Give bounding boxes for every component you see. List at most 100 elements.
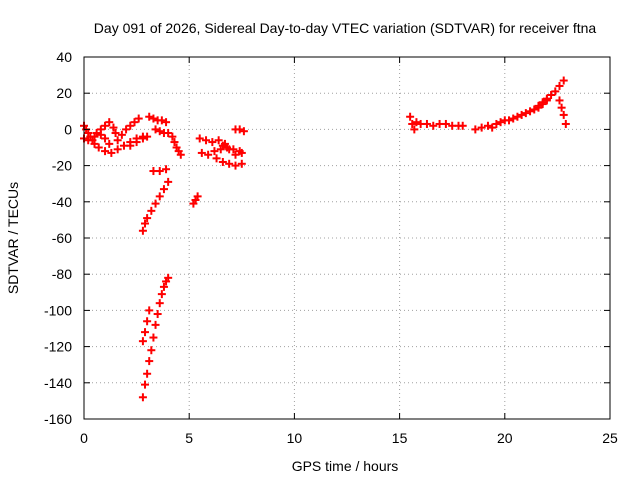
data-point: [122, 125, 131, 134]
data-point: [225, 159, 234, 168]
data-point: [157, 290, 166, 299]
data-point: [547, 91, 556, 100]
data-point: [105, 118, 114, 127]
data-point: [101, 134, 110, 143]
data-point: [559, 76, 568, 85]
data-point: [84, 136, 93, 145]
data-point: [406, 112, 415, 121]
data-point: [530, 105, 539, 114]
data-point: [509, 114, 518, 123]
data-point: [164, 273, 173, 282]
data-point: [231, 150, 240, 159]
data-point: [441, 119, 450, 128]
data-point: [176, 150, 185, 159]
data-point: [239, 127, 248, 136]
y-tick-label: 40: [56, 49, 72, 65]
data-point: [138, 134, 147, 143]
data-point: [147, 206, 156, 215]
y-tick-label: -120: [44, 339, 72, 355]
data-point: [218, 141, 227, 150]
data-point: [92, 129, 101, 138]
data-point: [538, 98, 547, 107]
data-point: [141, 380, 150, 389]
data-point: [202, 136, 211, 145]
data-point: [231, 161, 240, 170]
data-point: [138, 337, 147, 346]
data-point: [197, 148, 206, 157]
data-point: [138, 393, 147, 402]
data-point: [151, 320, 160, 329]
data-point: [208, 138, 217, 147]
y-axis-label: SDTVAR / TECUs: [5, 182, 21, 294]
data-point: [101, 121, 110, 130]
data-point: [143, 317, 152, 326]
data-point: [429, 121, 438, 130]
data-point: [113, 136, 122, 145]
data-point: [168, 132, 177, 141]
data-point: [130, 118, 139, 127]
data-point: [143, 214, 152, 223]
data-point: [410, 125, 419, 134]
data-point: [111, 129, 120, 138]
y-tick-label: -20: [52, 158, 72, 174]
data-point: [237, 159, 246, 168]
data-point: [458, 121, 467, 130]
data-point: [170, 138, 179, 147]
x-tick-label: 5: [185, 430, 193, 446]
x-tick-label: 20: [497, 430, 513, 446]
data-point: [145, 357, 154, 366]
data-point: [557, 103, 566, 112]
data-point: [555, 96, 564, 105]
x-axis-label: GPS time / hours: [292, 458, 399, 474]
y-tick-label: -160: [44, 411, 72, 427]
data-point: [505, 116, 514, 125]
data-point: [218, 157, 227, 166]
data-point: [109, 123, 118, 132]
data-point: [561, 119, 570, 128]
data-point: [204, 150, 213, 159]
data-point: [483, 121, 492, 130]
data-point: [113, 145, 122, 154]
data-point: [214, 136, 223, 145]
data-point: [408, 119, 417, 128]
x-tick-label: 25: [602, 430, 618, 446]
data-point: [107, 148, 116, 157]
data-point: [551, 87, 560, 96]
y-tick-label: 20: [56, 85, 72, 101]
data-point: [492, 119, 501, 128]
data-point: [141, 219, 150, 228]
tick-marks: 0 5 10 15 20 25 -160 -140 -120 -100 -80 -60 -40 -20 0 2…: [44, 49, 618, 446]
data-point: [235, 125, 244, 134]
x-tick-label: 0: [80, 430, 88, 446]
data-point: [141, 328, 150, 337]
data-point: [132, 138, 141, 147]
data-point: [542, 94, 551, 103]
data-point: [159, 282, 168, 291]
data-point: [134, 114, 143, 123]
data-point: [151, 125, 160, 134]
chart-title: Day 091 of 2026, Sidereal Day-to-day VTE…: [94, 20, 597, 36]
data-point: [145, 306, 154, 315]
y-tick-label: -100: [44, 302, 72, 318]
data-point: [517, 110, 526, 119]
data-point: [164, 129, 173, 138]
data-point: [126, 121, 135, 130]
data-point: [162, 118, 171, 127]
data-point: [159, 185, 168, 194]
data-point: [155, 299, 164, 308]
data-point: [155, 167, 164, 176]
data-point: [559, 110, 568, 119]
x-tick-label: 10: [287, 430, 303, 446]
plot-frame: [83, 56, 611, 420]
data-point: [555, 81, 564, 90]
data-point: [477, 123, 486, 132]
data-point: [195, 134, 204, 143]
data-point: [193, 192, 202, 201]
data-point: [237, 148, 246, 157]
data-point: [521, 109, 530, 118]
data-points: [80, 76, 570, 402]
data-point: [513, 112, 522, 121]
data-point: [147, 346, 156, 355]
data-point: [496, 118, 505, 127]
